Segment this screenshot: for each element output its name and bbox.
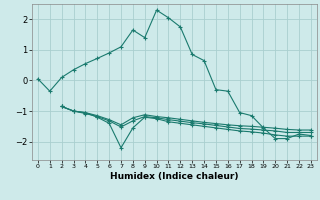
X-axis label: Humidex (Indice chaleur): Humidex (Indice chaleur) [110, 172, 239, 181]
